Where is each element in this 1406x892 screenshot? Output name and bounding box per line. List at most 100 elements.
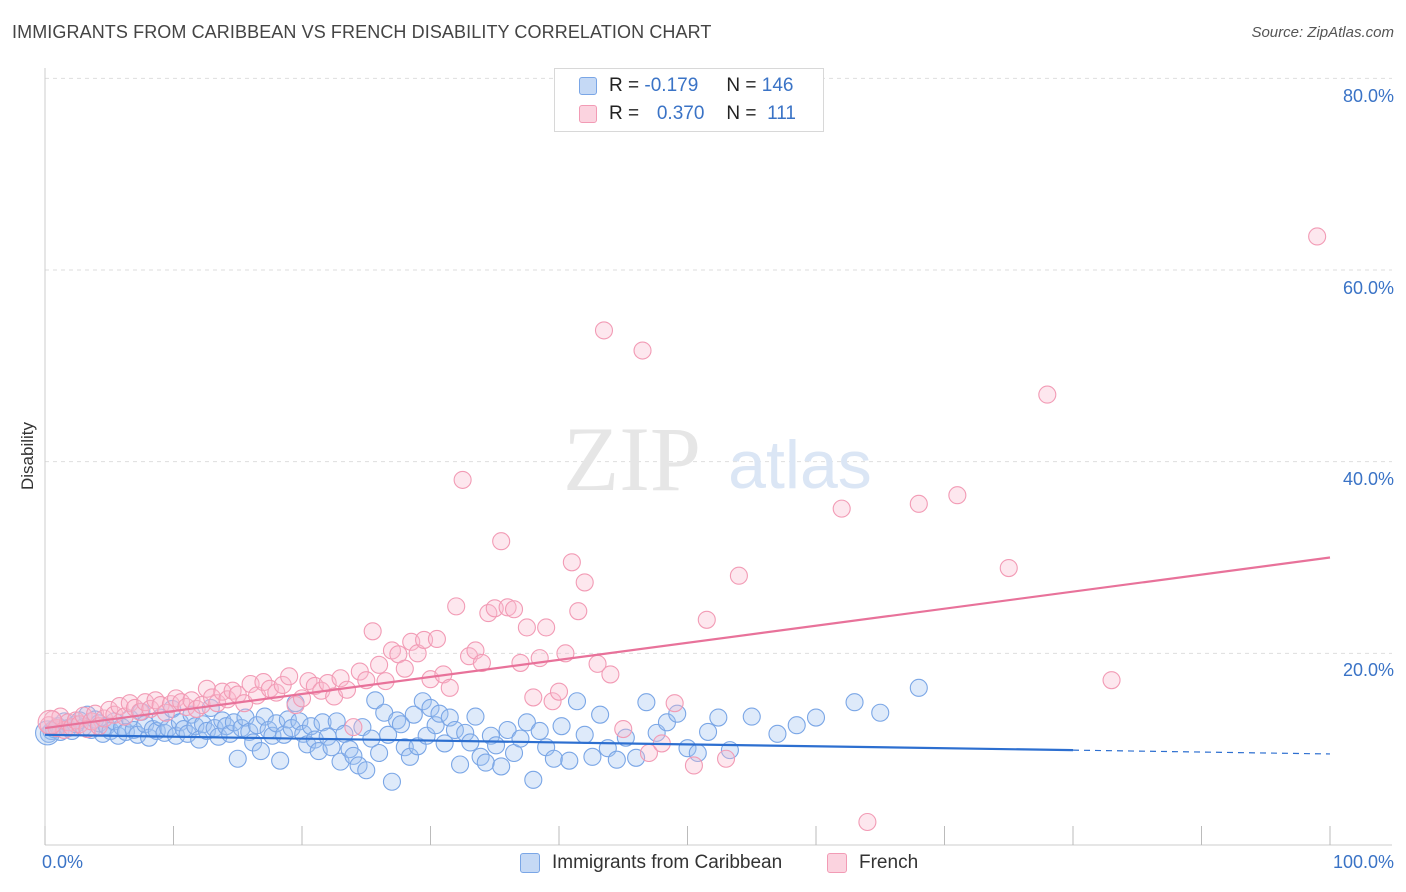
data-point <box>435 734 454 753</box>
data-point <box>408 737 427 756</box>
data-point <box>492 757 511 776</box>
data-point <box>524 688 543 707</box>
data-point <box>524 770 543 789</box>
data-point <box>511 729 530 748</box>
series-caribbean-points <box>35 678 928 791</box>
data-point <box>575 725 594 744</box>
data-point <box>461 733 480 752</box>
data-point <box>472 653 491 672</box>
data-point <box>476 753 495 772</box>
data-point <box>1308 227 1327 246</box>
legend-label-french: French <box>859 852 919 873</box>
data-point <box>255 707 274 726</box>
data-point <box>485 599 504 618</box>
data-point <box>637 693 656 712</box>
data-point <box>498 720 517 740</box>
data-point <box>607 750 626 769</box>
data-point <box>858 812 877 832</box>
data-point <box>517 713 536 732</box>
legend-n-label: N = <box>726 75 757 96</box>
legend-n-value: 111 <box>767 103 796 124</box>
data-point <box>370 655 389 674</box>
data-point <box>601 665 620 684</box>
data-point <box>280 667 299 686</box>
data-point <box>382 772 402 791</box>
x-tick-label: 100.0% <box>1332 852 1394 872</box>
legend-swatch-caribbean <box>579 77 597 95</box>
data-point <box>909 494 928 513</box>
stats-legend: R = -0.179 N = 146 R = 0.370 N = 111 <box>554 68 824 132</box>
data-point <box>549 682 569 701</box>
data-point <box>357 761 376 780</box>
data-point <box>240 722 259 741</box>
trend-line-french <box>44 556 1331 730</box>
data-point <box>445 720 464 740</box>
data-point <box>871 703 890 722</box>
data-point <box>999 559 1018 578</box>
data-point <box>567 692 587 711</box>
legend-r-value: -0.179 <box>644 75 699 96</box>
data-point <box>742 707 761 726</box>
data-point <box>421 698 440 718</box>
x-tick-label: 0.0% <box>42 852 84 872</box>
legend-row-french: R = 0.370 N = 111 <box>579 102 796 126</box>
data-point <box>447 597 466 616</box>
watermark-atlas: atlas <box>728 427 872 503</box>
data-point <box>282 719 301 738</box>
data-point <box>426 716 445 735</box>
data-point <box>391 715 410 734</box>
data-point <box>100 700 119 719</box>
source-label: Source: ZipAtlas.com <box>1251 24 1394 41</box>
data-point <box>395 659 414 678</box>
data-point <box>197 679 216 698</box>
data-point <box>560 751 579 770</box>
data-point <box>498 598 517 617</box>
data-point <box>1038 385 1057 404</box>
data-point <box>413 692 432 711</box>
y-tick-label: 40.0% <box>1342 469 1394 489</box>
data-point <box>594 321 614 340</box>
data-point <box>530 721 549 741</box>
data-point <box>228 749 247 768</box>
data-point <box>1102 671 1121 690</box>
data-point <box>370 743 389 763</box>
data-point <box>146 691 165 710</box>
data-point <box>909 678 928 697</box>
data-point <box>544 749 563 768</box>
data-point <box>271 751 290 770</box>
data-point <box>787 716 806 735</box>
data-point <box>729 566 748 585</box>
legend-swatch-caribbean <box>520 853 540 873</box>
series-legend: Immigrants from Caribbean French <box>0 852 1406 878</box>
trend-line-caribbean <box>44 733 1074 752</box>
data-point <box>948 486 967 505</box>
data-point <box>254 673 273 692</box>
data-point <box>344 718 363 737</box>
data-point <box>440 678 459 697</box>
data-point <box>591 705 610 724</box>
data-point <box>415 630 434 649</box>
legend-r-value: 0.370 <box>656 103 705 124</box>
data-point <box>466 707 485 726</box>
watermark-zip: ZIP <box>563 408 701 510</box>
data-point <box>543 692 562 711</box>
data-point <box>806 708 826 727</box>
data-point <box>286 696 305 715</box>
trend-line-caribbean-extension <box>1072 749 1331 755</box>
data-point <box>301 717 321 736</box>
data-point <box>110 696 129 716</box>
axes <box>44 68 1392 846</box>
data-point <box>614 719 633 739</box>
data-point <box>575 573 594 592</box>
data-point <box>147 721 166 741</box>
data-point <box>845 693 864 712</box>
legend-item-french: French <box>827 852 918 874</box>
data-point <box>37 709 63 735</box>
data-point <box>331 669 350 688</box>
legend-row-caribbean: R = -0.179 N = 146 <box>579 74 793 98</box>
data-point <box>699 722 718 741</box>
legend-n-value: 146 <box>761 75 794 96</box>
legend-item-caribbean: Immigrants from Caribbean <box>520 852 782 874</box>
data-point <box>313 713 332 732</box>
